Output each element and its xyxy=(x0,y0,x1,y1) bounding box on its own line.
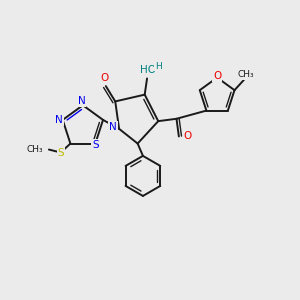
Text: O: O xyxy=(100,73,109,83)
Text: O: O xyxy=(213,71,221,81)
Text: CH₃: CH₃ xyxy=(26,145,43,154)
Text: HO: HO xyxy=(140,65,156,75)
Text: N: N xyxy=(55,115,63,125)
Text: N: N xyxy=(109,122,117,132)
Text: H: H xyxy=(155,61,162,70)
Text: S: S xyxy=(57,148,64,158)
Text: N: N xyxy=(77,96,85,106)
Text: O: O xyxy=(184,131,192,142)
Text: S: S xyxy=(92,140,99,150)
Text: CH₃: CH₃ xyxy=(237,70,254,79)
